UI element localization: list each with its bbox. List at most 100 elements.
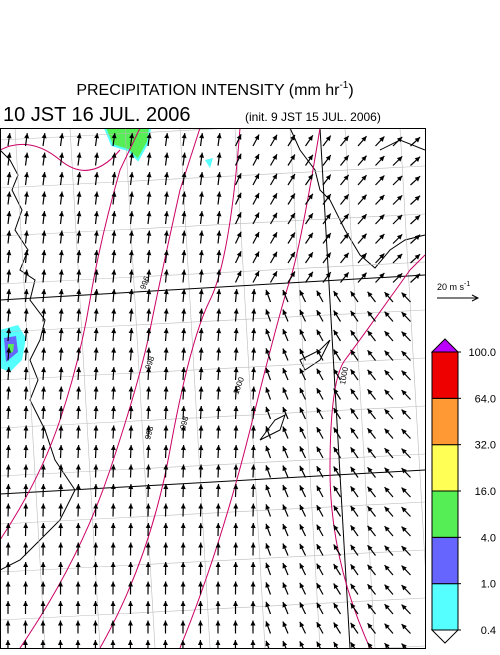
wind-arrow — [298, 309, 308, 323]
arrow-head — [332, 290, 339, 297]
arrow-head — [94, 289, 99, 294]
wind-arrow — [281, 523, 291, 537]
wind-arrow — [383, 427, 395, 440]
arrow-head — [163, 464, 168, 469]
wind-arrow — [356, 232, 368, 245]
wind-arrow — [349, 407, 361, 421]
arrow-head — [129, 250, 134, 255]
wind-arrow — [111, 367, 117, 380]
wind-arrow — [58, 211, 64, 224]
wind-arrow — [58, 386, 64, 399]
wind-arrow — [303, 251, 314, 265]
arrow-head — [93, 562, 98, 567]
arrow-head — [237, 192, 244, 199]
wind-arrow — [146, 172, 153, 186]
wind-arrow — [146, 406, 152, 419]
arrow-head — [146, 406, 151, 411]
arrow-head — [164, 386, 169, 391]
wind-arrow — [41, 211, 47, 224]
arrow-head — [111, 406, 116, 411]
arrow-head — [58, 425, 63, 430]
wind-arrow — [281, 601, 291, 615]
wind-arrow — [23, 308, 29, 321]
wind-arrow — [366, 622, 378, 635]
wind-arrow — [6, 191, 13, 205]
wind-arrow — [163, 367, 169, 380]
wind-arrow — [349, 465, 361, 479]
wind-scale-exponent: -1 — [464, 281, 470, 288]
wind-arrow — [251, 192, 261, 206]
arrow-head — [164, 347, 169, 352]
arrow-head — [24, 230, 30, 236]
arrow-head — [146, 191, 152, 197]
wind-arrow — [23, 152, 30, 166]
arrow-head — [349, 407, 356, 414]
wind-arrow — [198, 289, 204, 302]
arrow-head — [315, 309, 322, 316]
arrow-head — [332, 563, 339, 570]
wind-arrow — [41, 484, 46, 497]
wind-arrow — [356, 174, 368, 187]
wind-arrow — [391, 194, 404, 207]
arrow-head — [41, 503, 46, 508]
colorbar-segment — [432, 445, 458, 491]
arrow-head — [42, 152, 48, 158]
arrow-head — [281, 523, 288, 530]
wind-arrow — [356, 154, 368, 167]
arrow-head — [128, 620, 133, 625]
arrow-head — [315, 406, 322, 413]
wind-arrow — [251, 153, 261, 167]
wind-arrow — [251, 328, 257, 341]
wind-scale-text: 20 m s — [437, 282, 465, 292]
colorbar-under — [432, 630, 458, 643]
wind-arrow — [400, 427, 413, 440]
arrow-head — [41, 445, 46, 450]
arrow-head — [164, 172, 170, 178]
wind-arrow — [146, 230, 152, 243]
arrow-head — [349, 524, 356, 531]
wind-arrow — [93, 386, 99, 399]
wind-arrow — [315, 484, 326, 498]
wind-arrow — [268, 231, 279, 245]
arrow-head — [281, 348, 288, 355]
arrow-head — [181, 211, 187, 217]
wind-arrow — [23, 230, 29, 243]
arrow-head — [199, 250, 204, 255]
arrow-head — [6, 211, 12, 217]
wind-arrow — [163, 133, 170, 147]
wind-arrow — [76, 328, 82, 341]
arrow-head — [233, 581, 238, 586]
arrow-head — [128, 425, 133, 430]
arrow-head — [6, 386, 11, 391]
wind-arrow — [281, 348, 291, 362]
wind-arrow — [321, 134, 333, 147]
arrow-head — [5, 620, 10, 625]
wind-arrow — [356, 135, 368, 148]
wind-arrow — [198, 230, 204, 243]
wind-arrow — [216, 581, 221, 594]
arrow-head — [6, 269, 11, 274]
arrow-head — [290, 173, 297, 180]
wind-arrow — [163, 347, 169, 360]
wind-arrow — [356, 271, 368, 284]
wind-arrow — [198, 191, 205, 205]
arrow-head — [332, 368, 339, 375]
arrow-head — [349, 543, 356, 550]
arrow-head — [146, 523, 151, 528]
arrow-head — [349, 465, 356, 472]
wind-arrow — [216, 133, 223, 147]
arrow-head — [23, 484, 28, 489]
wind-arrow — [383, 485, 395, 498]
arrow-head — [41, 308, 46, 313]
wind-scale-arrow — [437, 295, 478, 301]
wind-arrow — [366, 602, 378, 615]
wind-arrow — [281, 543, 291, 557]
wind-arrow — [146, 250, 152, 263]
arrow-head — [233, 523, 238, 528]
wind-arrow — [233, 347, 239, 360]
colorbar-segment — [432, 584, 458, 630]
wind-arrow — [366, 407, 378, 420]
wind-arrow — [251, 308, 257, 321]
wind-arrow — [349, 602, 361, 616]
arrow-head — [251, 347, 256, 352]
